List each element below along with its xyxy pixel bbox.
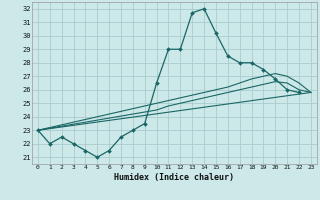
X-axis label: Humidex (Indice chaleur): Humidex (Indice chaleur): [115, 173, 234, 182]
